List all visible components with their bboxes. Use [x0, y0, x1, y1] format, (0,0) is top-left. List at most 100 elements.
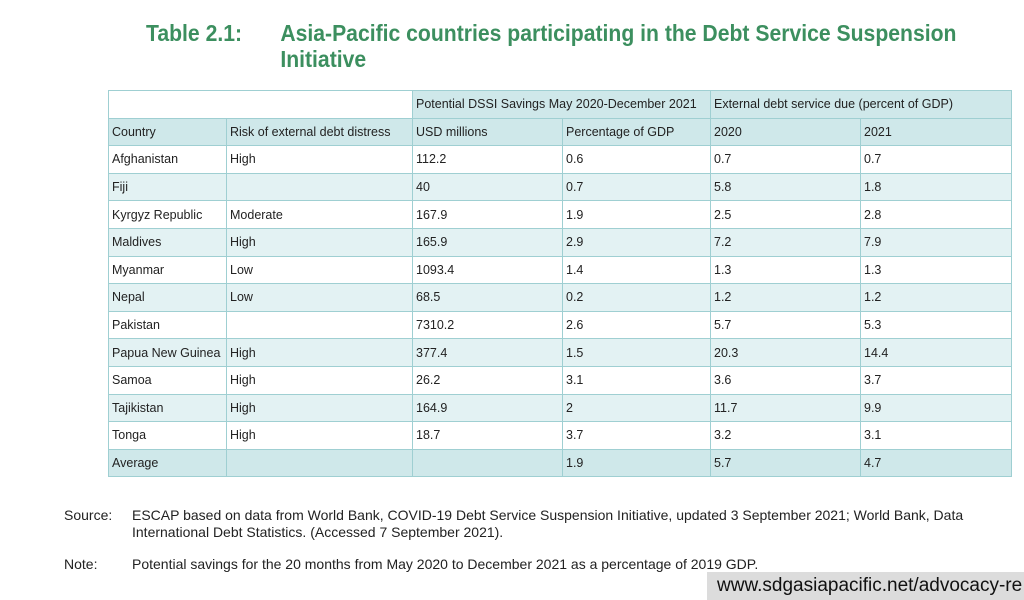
- column-header-row: Country Risk of external debt distress U…: [108, 117, 1013, 147]
- watermark-url: www.sdgasiapacific.net/advocacy-re: [707, 572, 1024, 600]
- table-title-line-1: Asia-Pacific countries participating in …: [280, 20, 957, 46]
- cell-risk: High: [226, 145, 413, 174]
- cell-country: Fiji: [108, 172, 227, 202]
- table-row: Maldives High 165.9 2.9 7.2 7.9: [108, 227, 1013, 257]
- table-row: Fiji 40 0.7 5.8 1.8: [108, 172, 1013, 202]
- cell-country: Tonga: [108, 421, 227, 450]
- cell-debt-2020: 1.2: [710, 283, 861, 312]
- cell-pct-gdp: 0.2: [562, 283, 711, 312]
- cell-pct-gdp: 1.5: [562, 338, 711, 367]
- table-row: Tajikistan High 164.9 2 11.7 9.9: [108, 393, 1013, 423]
- table-row: Pakistan 7310.2 2.6 5.7 5.3: [108, 310, 1013, 340]
- cell-debt-2021: 9.9: [859, 393, 1013, 423]
- savings-group-header: Potential DSSI Savings May 2020-December…: [412, 90, 711, 119]
- cell-pct-gdp: 0.6: [562, 145, 711, 174]
- col-header-2021: 2021: [859, 117, 1013, 147]
- average-debt-2021: 4.7: [859, 448, 1013, 478]
- cell-debt-2020: 2.5: [710, 200, 861, 229]
- cell-usd-millions: 377.4: [412, 338, 563, 367]
- col-header-country: Country: [108, 117, 227, 147]
- cell-country: Kyrgyz Republic: [108, 200, 227, 229]
- note-label: Note:: [64, 556, 98, 572]
- cell-usd-millions: 112.2: [412, 145, 563, 174]
- cell-debt-2020: 20.3: [710, 338, 861, 367]
- source-line-1: ESCAP based on data from World Bank, COV…: [132, 507, 964, 523]
- cell-debt-2020: 5.8: [710, 172, 861, 202]
- cell-risk: [226, 172, 413, 202]
- cell-debt-2020: 11.7: [710, 393, 861, 423]
- cell-debt-2021: 3.1: [859, 421, 1013, 450]
- source-label: Source:: [64, 507, 113, 523]
- cell-risk: Low: [226, 283, 413, 312]
- table-number: Table 2.1:: [146, 20, 243, 46]
- table-row: Tonga High 18.7 3.7 3.2 3.1: [108, 421, 1013, 450]
- cell-pct-gdp: 0.7: [562, 172, 711, 202]
- cell-debt-2021: 7.9: [859, 227, 1013, 257]
- cell-country: Papua New Guinea: [108, 338, 227, 367]
- cell-debt-2020: 0.7: [710, 145, 861, 174]
- cell-country: Maldives: [108, 227, 227, 257]
- source-text: ESCAP based on data from World Bank, COV…: [132, 507, 1024, 541]
- cell-country: Tajikistan: [108, 393, 227, 423]
- cell-country: Samoa: [108, 365, 227, 395]
- cell-usd-millions: 26.2: [412, 365, 563, 395]
- cell-debt-2020: 7.2: [710, 227, 861, 257]
- cell-debt-2020: 3.2: [710, 421, 861, 450]
- cell-usd-millions: 167.9: [412, 200, 563, 229]
- group-header-row: Potential DSSI Savings May 2020-December…: [108, 90, 1013, 119]
- cell-debt-2020: 1.3: [710, 255, 861, 285]
- cell-debt-2021: 0.7: [859, 145, 1013, 174]
- cell-country: Myanmar: [108, 255, 227, 285]
- table-title-text: Asia-Pacific countries participating in …: [280, 20, 979, 72]
- cell-risk: High: [226, 365, 413, 395]
- dssi-table: Potential DSSI Savings May 2020-December…: [108, 90, 1013, 478]
- average-country: Average: [108, 448, 227, 478]
- cell-pct-gdp: 1.9: [562, 200, 711, 229]
- cell-usd-millions: 68.5: [412, 283, 563, 312]
- cell-pct-gdp: 3.1: [562, 365, 711, 395]
- average-usd-millions: [412, 448, 563, 478]
- col-header-usd: USD millions: [412, 117, 563, 147]
- cell-usd-millions: 164.9: [412, 393, 563, 423]
- cell-debt-2021: 14.4: [859, 338, 1013, 367]
- source-line-2: International Debt Statistics. (Accessed…: [132, 524, 504, 540]
- cell-debt-2021: 5.3: [859, 310, 1013, 340]
- cell-country: Afghanistan: [108, 145, 227, 174]
- cell-risk: High: [226, 421, 413, 450]
- cell-risk: Low: [226, 255, 413, 285]
- average-pct-gdp: 1.9: [562, 448, 711, 478]
- cell-pct-gdp: 1.4: [562, 255, 711, 285]
- cell-usd-millions: 18.7: [412, 421, 563, 450]
- cell-risk: Moderate: [226, 200, 413, 229]
- cell-pct-gdp: 3.7: [562, 421, 711, 450]
- table-row: Kyrgyz Republic Moderate 167.9 1.9 2.5 2.8: [108, 200, 1013, 229]
- cell-country: Pakistan: [108, 310, 227, 340]
- cell-debt-2021: 3.7: [859, 365, 1013, 395]
- cell-debt-2021: 2.8: [859, 200, 1013, 229]
- cell-pct-gdp: 2.6: [562, 310, 711, 340]
- cell-usd-millions: 1093.4: [412, 255, 563, 285]
- table-row: Myanmar Low 1093.4 1.4 1.3 1.3: [108, 255, 1013, 285]
- cell-debt-2021: 1.3: [859, 255, 1013, 285]
- cell-risk: [226, 310, 413, 340]
- cell-usd-millions: 165.9: [412, 227, 563, 257]
- average-debt-2020: 5.7: [710, 448, 861, 478]
- table-row: Papua New Guinea High 377.4 1.5 20.3 14.4: [108, 338, 1013, 367]
- col-header-risk: Risk of external debt distress: [226, 117, 413, 147]
- cell-debt-2021: 1.8: [859, 172, 1013, 202]
- table-row: Nepal Low 68.5 0.2 1.2 1.2: [108, 283, 1013, 312]
- table-row: Afghanistan High 112.2 0.6 0.7 0.7: [108, 145, 1013, 174]
- table-title-line-2: Initiative: [280, 46, 367, 72]
- cell-risk: High: [226, 338, 413, 367]
- note-text: Potential savings for the 20 months from…: [132, 556, 759, 572]
- cell-usd-millions: 7310.2: [412, 310, 563, 340]
- col-header-2020: 2020: [710, 117, 861, 147]
- col-header-pct-gdp: Percentage of GDP: [562, 117, 711, 147]
- cell-debt-2020: 3.6: [710, 365, 861, 395]
- cell-pct-gdp: 2: [562, 393, 711, 423]
- average-risk: [226, 448, 413, 478]
- cell-debt-2021: 1.2: [859, 283, 1013, 312]
- cell-debt-2020: 5.7: [710, 310, 861, 340]
- cell-pct-gdp: 2.9: [562, 227, 711, 257]
- debt-group-header: External debt service due (percent of GD…: [709, 90, 1013, 119]
